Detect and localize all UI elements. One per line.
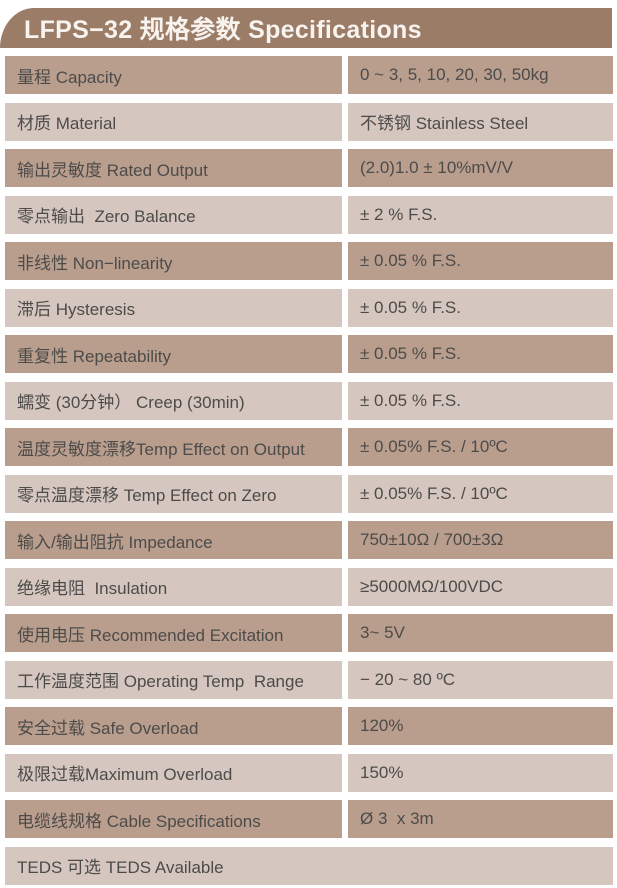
table-row: 零点输出 Zero Balance ± 2 % F.S.: [5, 195, 613, 234]
row-value: 750±10Ω / 700±3Ω: [348, 521, 613, 559]
row-label: 滞后 Hysteresis: [5, 288, 342, 327]
row-label: 极限过载Maximum Overload: [5, 753, 342, 792]
row-label: 重复性 Repeatability: [5, 335, 342, 373]
table-row: 工作温度范围 Operating Temp Range − 20 ~ 80 ºC: [5, 660, 613, 699]
row-value: − 20 ~ 80 ºC: [348, 660, 613, 699]
row-label: 使用电压 Recommended Excitation: [5, 614, 342, 652]
row-value: ± 0.05% F.S. / 10ºC: [348, 474, 613, 513]
row-value: 0 ~ 3, 5, 10, 20, 30, 50kg: [348, 56, 613, 94]
row-value: ± 2 % F.S.: [348, 195, 613, 234]
row-label: 量程 Capacity: [5, 56, 342, 94]
table-row: 材质 Material 不锈钢 Stainless Steel: [5, 102, 613, 141]
page-title: LFPS−32 规格参数 Specifications: [24, 16, 422, 44]
row-label: 电缆线规格 Cable Specifications: [5, 800, 342, 838]
table-header: LFPS−32 规格参数 Specifications: [0, 8, 612, 48]
row-value: ± 0.05 % F.S.: [348, 381, 613, 420]
row-value: Ø 3 x 3m: [348, 800, 613, 838]
row-value: ± 0.05 % F.S.: [348, 242, 613, 280]
row-value: ± 0.05 % F.S.: [348, 288, 613, 327]
table-row: 蠕变 (30分钟） Creep (30min) ± 0.05 % F.S.: [5, 381, 613, 420]
row-value: ≥5000MΩ/100VDC: [348, 567, 613, 606]
row-label: 输出灵敏度 Rated Output: [5, 149, 342, 187]
row-value: 120%: [348, 707, 613, 745]
table-row: 重复性 Repeatability ± 0.05 % F.S.: [5, 335, 613, 373]
row-label: 工作温度范围 Operating Temp Range: [5, 660, 342, 699]
row-value: 150%: [348, 753, 613, 792]
row-value: 3~ 5V: [348, 614, 613, 652]
table-row: 温度灵敏度漂移Temp Effect on Output ± 0.05% F.S…: [5, 428, 613, 466]
row-label: 安全过载 Safe Overload: [5, 707, 342, 745]
row-value: 不锈钢 Stainless Steel: [348, 102, 613, 141]
table-row: 安全过载 Safe Overload 120%: [5, 707, 613, 745]
spec-table: 量程 Capacity 0 ~ 3, 5, 10, 20, 30, 50kg 材…: [0, 56, 617, 885]
row-label: TEDS 可选 TEDS Available: [5, 846, 613, 885]
table-row: 绝缘电阻 Insulation ≥5000MΩ/100VDC: [5, 567, 613, 606]
table-row: 量程 Capacity 0 ~ 3, 5, 10, 20, 30, 50kg: [5, 56, 613, 94]
row-label: 零点温度漂移 Temp Effect on Zero: [5, 474, 342, 513]
row-label: 温度灵敏度漂移Temp Effect on Output: [5, 428, 342, 466]
table-row: 电缆线规格 Cable Specifications Ø 3 x 3m: [5, 800, 613, 838]
row-label: 非线性 Non−linearity: [5, 242, 342, 280]
table-row: 输入/输出阻抗 Impedance 750±10Ω / 700±3Ω: [5, 521, 613, 559]
row-label: 材质 Material: [5, 102, 342, 141]
table-row: 零点温度漂移 Temp Effect on Zero ± 0.05% F.S. …: [5, 474, 613, 513]
row-label: 输入/输出阻抗 Impedance: [5, 521, 342, 559]
table-row: 极限过载Maximum Overload 150%: [5, 753, 613, 792]
row-label: 蠕变 (30分钟） Creep (30min): [5, 381, 342, 420]
row-label: 零点输出 Zero Balance: [5, 195, 342, 234]
table-row: TEDS 可选 TEDS Available: [5, 846, 613, 885]
table-row: 滞后 Hysteresis ± 0.05 % F.S.: [5, 288, 613, 327]
table-row: 非线性 Non−linearity ± 0.05 % F.S.: [5, 242, 613, 280]
row-value: ± 0.05% F.S. / 10ºC: [348, 428, 613, 466]
row-value: (2.0)1.0 ± 10%mV/V: [348, 149, 613, 187]
row-label: 绝缘电阻 Insulation: [5, 567, 342, 606]
table-row: 使用电压 Recommended Excitation 3~ 5V: [5, 614, 613, 652]
table-row: 输出灵敏度 Rated Output (2.0)1.0 ± 10%mV/V: [5, 149, 613, 187]
row-value: ± 0.05 % F.S.: [348, 335, 613, 373]
